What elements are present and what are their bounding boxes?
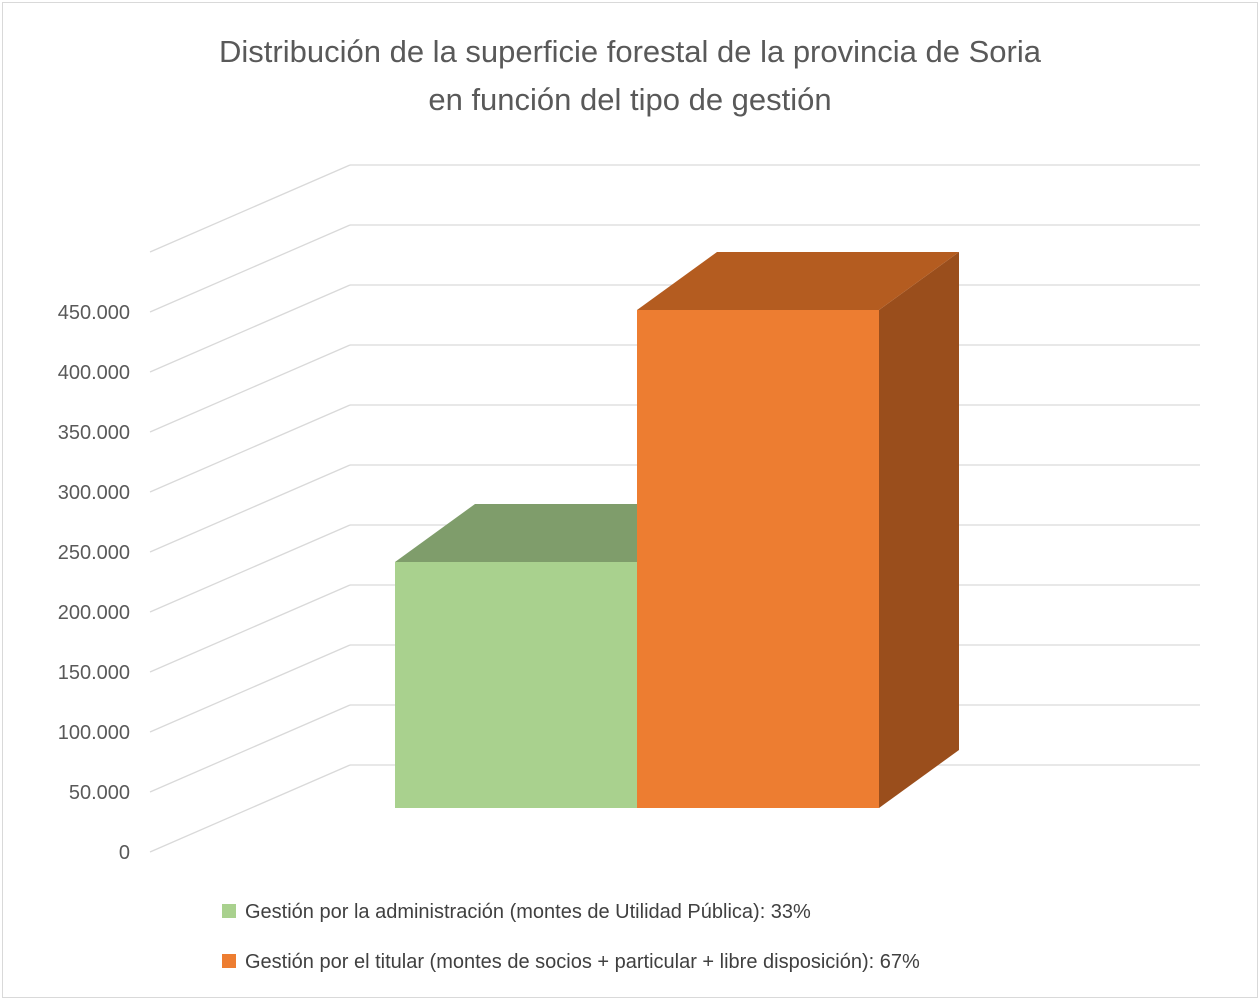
bar-side-face bbox=[879, 252, 959, 808]
gridline-diagonal bbox=[149, 344, 351, 433]
bar-top-face bbox=[637, 252, 959, 310]
y-tick-label: 50.000 bbox=[69, 782, 130, 804]
gridline-diagonal bbox=[149, 404, 351, 493]
bar-2 bbox=[637, 252, 959, 808]
gridline-diagonal bbox=[149, 524, 351, 613]
y-tick-label: 100.000 bbox=[58, 722, 130, 744]
gridline-diagonal bbox=[149, 164, 351, 253]
bar-front-face bbox=[395, 562, 637, 808]
chart-title-line-2: en función del tipo de gestión bbox=[428, 82, 831, 117]
legend-label: Gestión por la administración (montes de… bbox=[245, 901, 811, 923]
legend-swatch bbox=[222, 954, 236, 968]
gridline-diagonal bbox=[149, 764, 351, 853]
y-tick-label: 150.000 bbox=[58, 662, 130, 684]
gridline-diagonal bbox=[149, 584, 351, 673]
chart-title: Distribución de la superficie forestal d… bbox=[219, 34, 1042, 117]
legend: Gestión por la administración (montes de… bbox=[222, 901, 920, 973]
y-tick-label: 200.000 bbox=[58, 602, 130, 624]
legend-item-2: Gestión por el titular (montes de socios… bbox=[222, 951, 920, 973]
gridline-diagonal bbox=[149, 464, 351, 553]
gridline-diagonal bbox=[149, 704, 351, 793]
legend-item-1: Gestión por la administración (montes de… bbox=[222, 901, 811, 923]
chart-title-line-1: Distribución de la superficie forestal d… bbox=[219, 34, 1042, 69]
y-axis-ticks: 0 50.000 100.000 150.000 200.000 250.000 300.0… bbox=[58, 302, 130, 864]
gridline-diagonal bbox=[149, 644, 351, 733]
legend-label: Gestión por el titular (montes de socios… bbox=[245, 951, 920, 973]
gridline-diagonal bbox=[149, 284, 351, 373]
bar-top-face bbox=[395, 504, 717, 562]
y-tick-label: 450.000 bbox=[58, 302, 130, 324]
bar-front-face bbox=[637, 310, 879, 808]
y-tick-label: 0 bbox=[119, 842, 130, 864]
bars bbox=[395, 252, 959, 808]
legend-swatch bbox=[222, 904, 236, 918]
y-tick-label: 400.000 bbox=[58, 362, 130, 384]
y-tick-label: 250.000 bbox=[58, 542, 130, 564]
y-tick-label: 300.000 bbox=[58, 482, 130, 504]
y-tick-label: 350.000 bbox=[58, 422, 130, 444]
gridline-diagonal bbox=[149, 224, 351, 313]
